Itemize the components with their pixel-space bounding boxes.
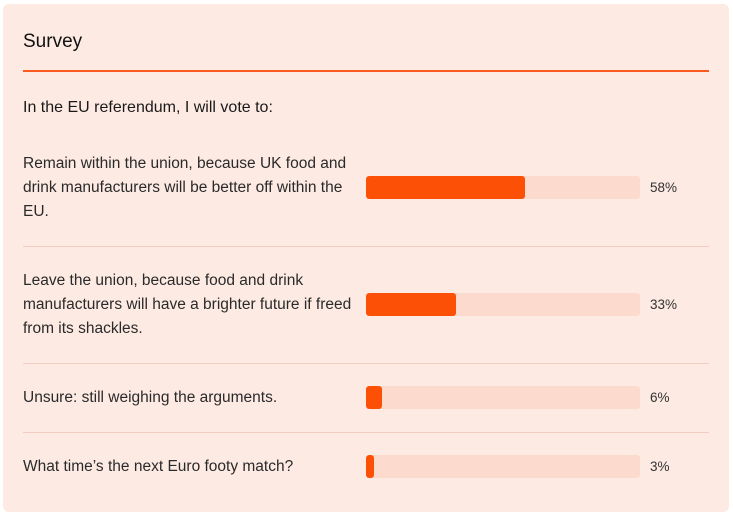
survey-option-leave[interactable]: Leave the union, because food and drink … [23, 247, 709, 364]
result-bar-fill [366, 386, 383, 409]
option-label: Unsure: still weighing the arguments. [23, 389, 278, 406]
result-bar-fill [366, 176, 525, 199]
survey-option-remain[interactable]: Remain within the union, because UK food… [23, 150, 709, 247]
option-label: Remain within the union, because UK food… [23, 155, 347, 220]
survey-title: Survey [23, 31, 83, 52]
result-bar-track [366, 455, 640, 478]
survey-option-euro-match[interactable]: What time’s the next Euro footy match? 3… [23, 433, 709, 502]
survey-question: In the EU referendum, I will vote to: [23, 99, 273, 116]
survey-option-unsure[interactable]: Unsure: still weighing the arguments. 6% [23, 364, 709, 433]
result-bar-track [366, 293, 640, 316]
result-bar-fill [366, 455, 375, 478]
result-percent: 33% [650, 297, 678, 312]
result-bar-track [366, 386, 640, 409]
result-percent: 6% [650, 390, 670, 405]
result-bar-track [366, 176, 640, 199]
survey-card: Survey In the EU referendum, I will vote… [3, 4, 729, 512]
option-label: Leave the union, because food and drink … [23, 272, 352, 337]
result-percent: 3% [650, 459, 670, 474]
result-percent: 58% [650, 180, 678, 195]
result-bar-fill [366, 293, 457, 316]
survey-header: Survey [23, 4, 709, 72]
option-label: What time’s the next Euro footy match? [23, 458, 294, 475]
